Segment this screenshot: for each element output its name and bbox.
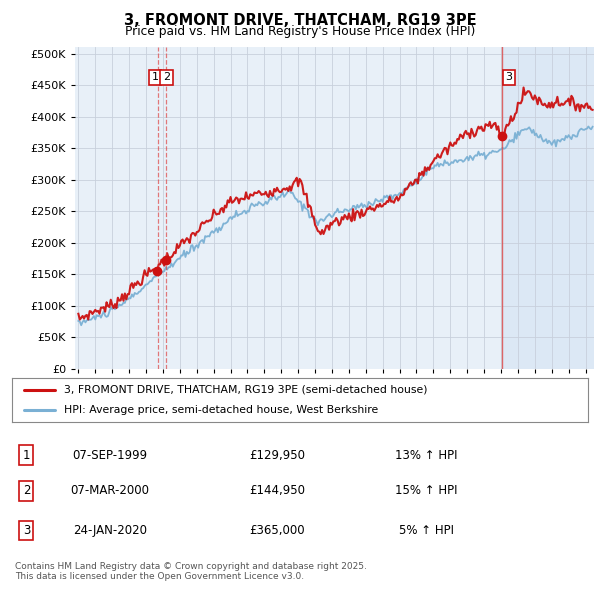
- Text: 1: 1: [23, 448, 30, 461]
- Text: 07-MAR-2000: 07-MAR-2000: [70, 484, 149, 497]
- Text: Price paid vs. HM Land Registry's House Price Index (HPI): Price paid vs. HM Land Registry's House …: [125, 25, 475, 38]
- Text: Contains HM Land Registry data © Crown copyright and database right 2025.
This d: Contains HM Land Registry data © Crown c…: [15, 562, 367, 581]
- Text: 15% ↑ HPI: 15% ↑ HPI: [395, 484, 458, 497]
- Text: 3, FROMONT DRIVE, THATCHAM, RG19 3PE: 3, FROMONT DRIVE, THATCHAM, RG19 3PE: [124, 13, 476, 28]
- Text: HPI: Average price, semi-detached house, West Berkshire: HPI: Average price, semi-detached house,…: [64, 405, 378, 415]
- Text: 3, FROMONT DRIVE, THATCHAM, RG19 3PE (semi-detached house): 3, FROMONT DRIVE, THATCHAM, RG19 3PE (se…: [64, 385, 427, 395]
- Text: 1: 1: [152, 73, 158, 83]
- Text: 13% ↑ HPI: 13% ↑ HPI: [395, 448, 458, 461]
- Text: £129,950: £129,950: [249, 448, 305, 461]
- Text: 2: 2: [23, 484, 30, 497]
- Text: 07-SEP-1999: 07-SEP-1999: [73, 448, 148, 461]
- Text: £144,950: £144,950: [249, 484, 305, 497]
- Text: 24-JAN-2020: 24-JAN-2020: [73, 524, 147, 537]
- Text: 3: 3: [23, 524, 30, 537]
- Text: £365,000: £365,000: [249, 524, 305, 537]
- Bar: [502, 47, 600, 369]
- Text: 3: 3: [505, 73, 512, 83]
- Text: 5% ↑ HPI: 5% ↑ HPI: [399, 524, 454, 537]
- Text: 2: 2: [163, 73, 170, 83]
